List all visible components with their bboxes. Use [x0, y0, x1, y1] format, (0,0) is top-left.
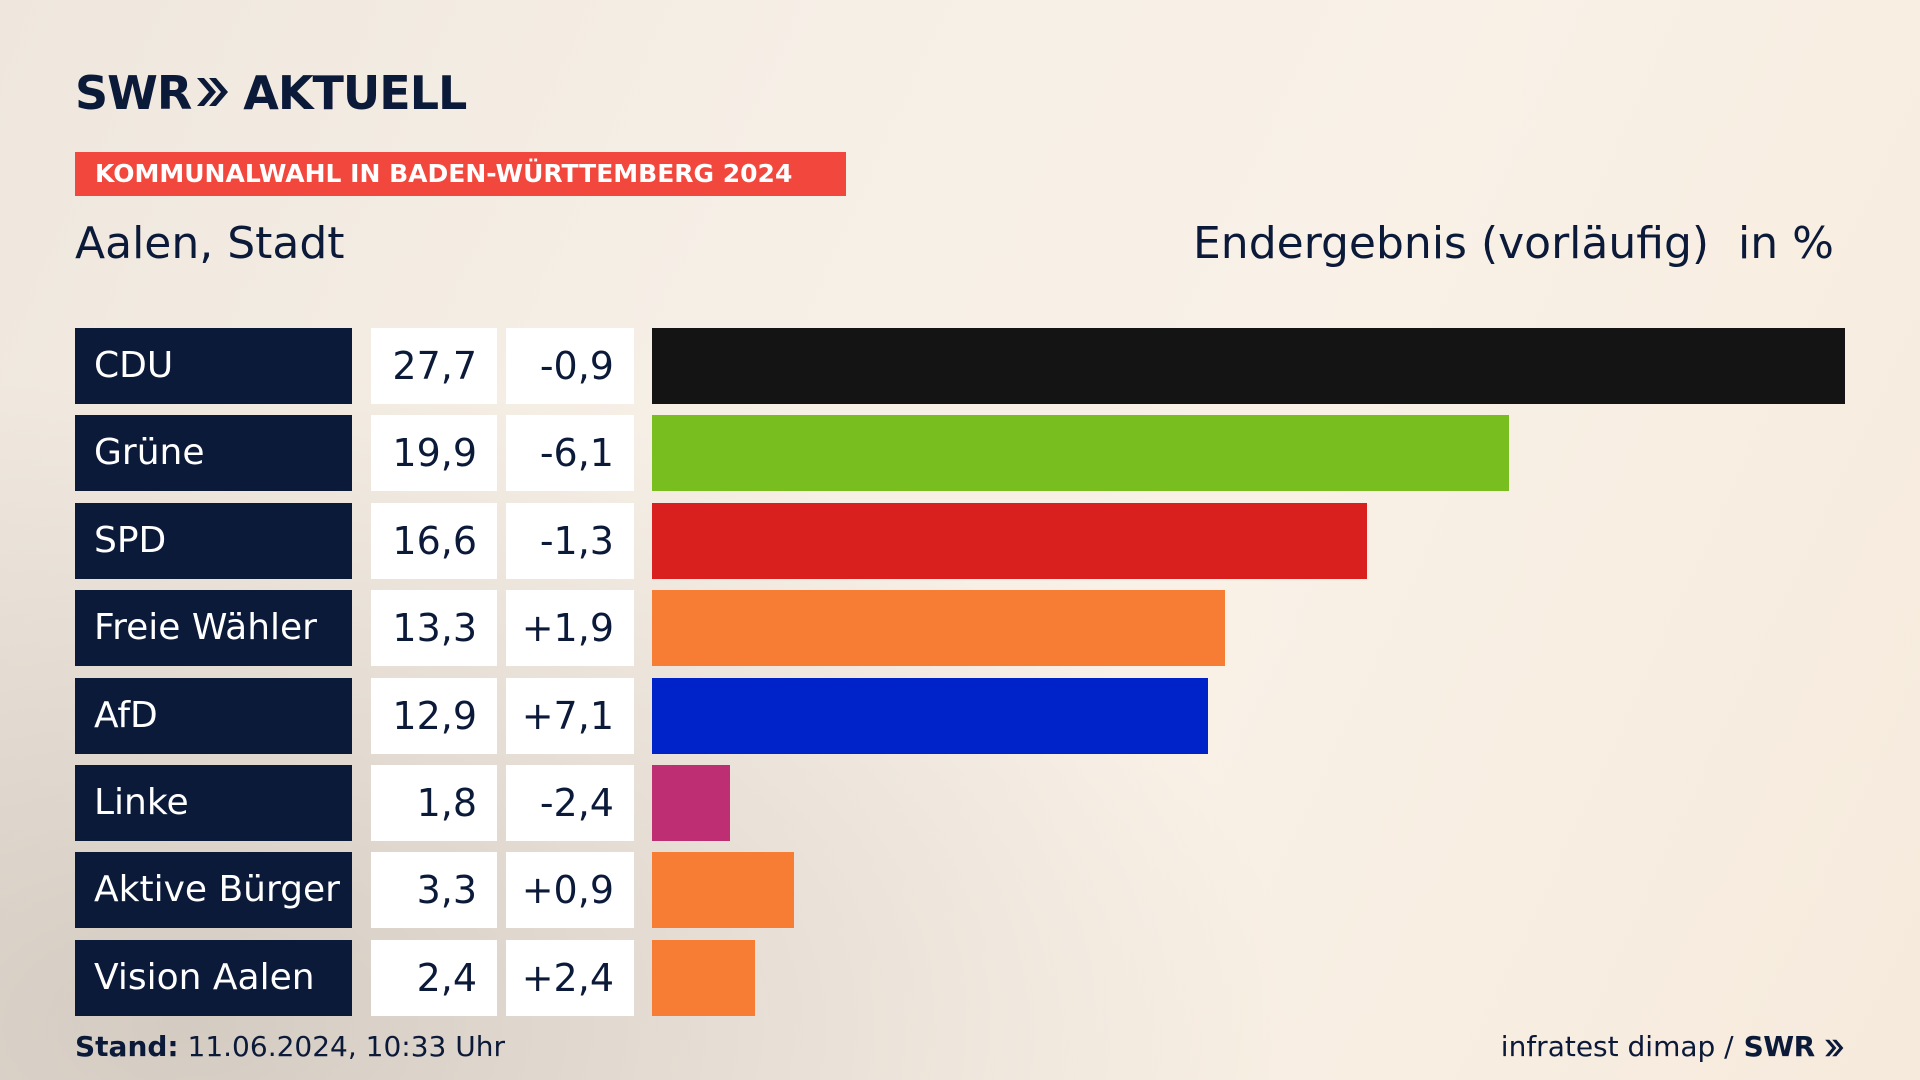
party-label: SPD	[75, 502, 352, 579]
place-title: Aalen, Stadt	[75, 218, 345, 269]
party-label: Linke	[75, 765, 352, 841]
stand-label: Stand:	[75, 1030, 179, 1063]
double-chevron-icon	[195, 66, 229, 120]
stand-value: 11.06.2024, 10:33 Uhr	[187, 1030, 505, 1063]
chart-row: Aktive Bürger 3,3 +0,9	[0, 852, 1920, 929]
change-label: -6,1	[506, 415, 634, 492]
value-label: 19,9	[371, 415, 497, 492]
change-label: -0,9	[506, 328, 634, 404]
party-label: Grüne	[75, 415, 352, 492]
result-bar	[652, 590, 1225, 667]
footer-swr-logo: SWR	[1744, 1030, 1844, 1063]
party-label: Vision Aalen	[75, 939, 352, 1016]
chart-row: Linke 1,8 -2,4	[0, 765, 1920, 841]
timestamp: Stand: 11.06.2024, 10:33 Uhr	[75, 1030, 505, 1063]
election-banner: KOMMUNALWAHL IN BADEN-WÜRTTEMBERG 2024	[75, 152, 846, 196]
value-label: 27,7	[371, 328, 497, 404]
party-label: Aktive Bürger	[75, 852, 352, 929]
logo-aktuell-text: AKTUELL	[243, 66, 467, 120]
source-credit: infratest dimap / SWR	[1501, 1030, 1844, 1063]
value-label: 12,9	[371, 677, 497, 754]
chart-row: Freie Wähler 13,3 +1,9	[0, 590, 1920, 667]
source-text: infratest dimap /	[1500, 1030, 1734, 1063]
change-label: -2,4	[506, 765, 634, 841]
party-label: AfD	[75, 677, 352, 754]
result-bar	[652, 328, 1845, 404]
party-label: CDU	[75, 328, 352, 404]
change-label: +0,9	[506, 852, 634, 929]
change-label: +7,1	[506, 677, 634, 754]
result-bar	[652, 852, 794, 929]
result-bar	[652, 502, 1367, 579]
unit-label: in %	[1738, 218, 1834, 269]
value-label: 13,3	[371, 590, 497, 667]
result-bar	[652, 677, 1208, 754]
result-bar	[652, 939, 755, 1016]
chart-row: AfD 12,9 +7,1	[0, 677, 1920, 754]
change-label: +2,4	[506, 939, 634, 1016]
change-label: -1,3	[506, 502, 634, 579]
result-status: Endergebnis (vorläufig)	[1193, 218, 1710, 269]
value-label: 2,4	[371, 939, 497, 1016]
value-label: 16,6	[371, 502, 497, 579]
chart-row: Vision Aalen 2,4 +2,4	[0, 939, 1920, 1016]
chart-row: SPD 16,6 -1,3	[0, 502, 1920, 579]
chart-row: CDU 27,7 -0,9	[0, 328, 1920, 404]
value-label: 1,8	[371, 765, 497, 841]
change-label: +1,9	[506, 590, 634, 667]
result-bar	[652, 765, 730, 841]
swr-aktuell-logo: SWR AKTUELL	[75, 66, 467, 120]
value-label: 3,3	[371, 852, 497, 929]
footer-swr-text: SWR	[1743, 1030, 1816, 1063]
party-label: Freie Wähler	[75, 590, 352, 667]
chart-row: Grüne 19,9 -6,1	[0, 415, 1920, 492]
result-bar	[652, 415, 1509, 492]
footer-chevron-icon	[1825, 1039, 1844, 1057]
logo-swr-text: SWR	[75, 66, 192, 120]
